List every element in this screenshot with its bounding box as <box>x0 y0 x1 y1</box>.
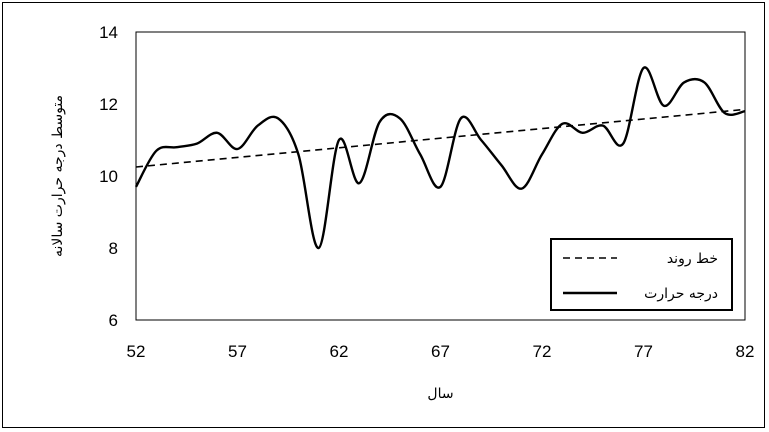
x-tick-label: 72 <box>533 342 552 361</box>
series-trend-line <box>135 108 746 168</box>
chart-frame <box>2 2 765 428</box>
legend-label-temperature: درجه حرارت <box>644 286 718 302</box>
plot-area <box>135 31 746 321</box>
y-tick-label: 6 <box>109 311 118 330</box>
x-tick-label: 57 <box>228 342 247 361</box>
legend-box <box>550 238 733 311</box>
y-axis-ticks: 6 8 10 12 14 <box>99 23 118 330</box>
x-axis-ticks: 52 57 62 67 72 77 82 <box>127 342 755 361</box>
y-tick-label: 8 <box>109 239 118 258</box>
y-tick-label: 12 <box>99 95 118 114</box>
y-axis-title: متوسط درجه حرارت سالانه <box>50 95 66 257</box>
x-tick-label: 52 <box>127 342 146 361</box>
x-tick-label: 67 <box>431 342 450 361</box>
y-tick-label: 14 <box>99 23 118 42</box>
legend-label-trend: خط روند <box>667 251 718 267</box>
series-temperature-line <box>134 66 746 250</box>
legend: خط روند درجه حرارت <box>550 238 733 311</box>
x-tick-label: 62 <box>330 342 349 361</box>
y-tick-label: 10 <box>99 167 118 186</box>
x-tick-label: 82 <box>736 342 755 361</box>
x-tick-label: 77 <box>634 342 653 361</box>
x-axis-title: سال <box>427 386 453 402</box>
series-layer <box>134 66 746 250</box>
